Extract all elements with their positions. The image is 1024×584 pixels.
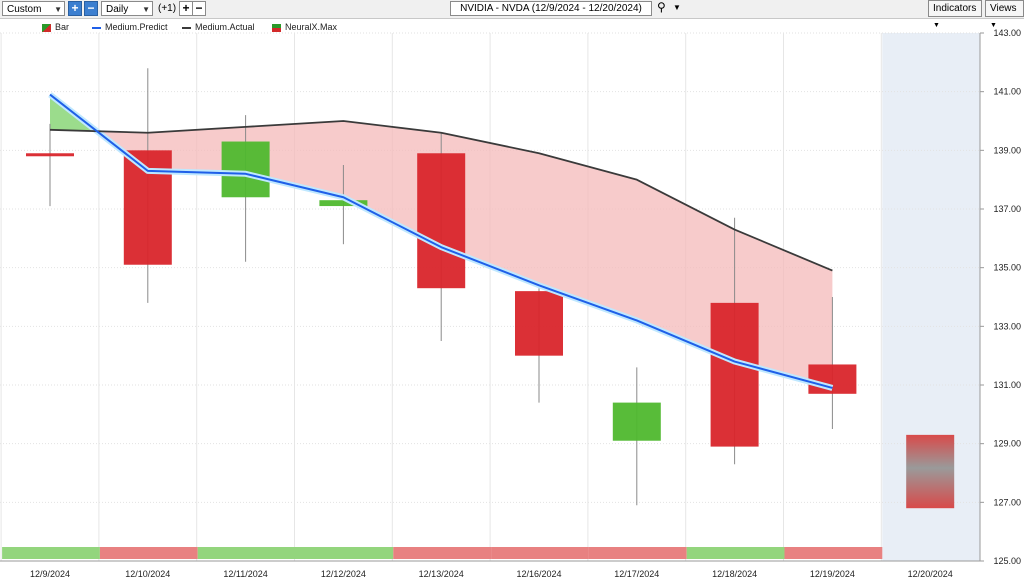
signal-segment: [99, 547, 198, 559]
plus-icon: +: [182, 1, 190, 15]
period-select-value: Daily: [106, 4, 129, 15]
x-tick-label: 12/20/2024: [908, 569, 953, 579]
x-tick-label: 12/16/2024: [516, 569, 561, 579]
legend-label: Medium.Predict: [105, 22, 168, 32]
candle-body: [26, 153, 74, 157]
x-tick-label: 12/9/2024: [30, 569, 70, 579]
candle-body: [221, 141, 270, 198]
signal-segment: [2, 547, 100, 559]
x-tick-label: 12/10/2024: [125, 569, 170, 579]
x-tick-label: 12/12/2024: [321, 569, 366, 579]
chevron-down-icon: ▼: [142, 5, 150, 14]
plus-icon: +: [71, 1, 79, 15]
signal-segment: [197, 547, 296, 559]
signal-segment: [588, 547, 687, 559]
y-tick-label: 133.00: [993, 321, 1021, 331]
legend-swatch: [272, 23, 281, 32]
x-tick-label: 12/13/2024: [419, 569, 464, 579]
y-tick-label: 125.00: [993, 556, 1021, 566]
medium-actual-line: [49, 120, 833, 272]
candle-body: [710, 302, 759, 447]
signal-segment: [295, 547, 394, 559]
chevron-down-icon: ▼: [990, 22, 997, 29]
period-select[interactable]: Daily ▼: [101, 1, 153, 16]
remove-button[interactable]: −: [84, 1, 98, 16]
x-tick-label: 12/18/2024: [712, 569, 757, 579]
indicators-label: Indicators: [933, 3, 977, 14]
forecast-box: [906, 434, 955, 509]
candle-body: [319, 200, 368, 207]
offset-increase-button[interactable]: +: [179, 1, 193, 16]
y-tick-label: 127.00: [993, 497, 1021, 507]
y-tick-label: 139.00: [993, 145, 1021, 155]
layout-select-value: Custom: [7, 4, 42, 15]
indicators-button[interactable]: Indicators ▼: [928, 0, 982, 29]
legend-item: NeuralX.Max: [272, 22, 337, 32]
views-button[interactable]: Views ▼: [985, 0, 1024, 29]
medium-predict-line: [49, 93, 833, 389]
minus-icon: −: [195, 1, 203, 15]
signal-segment: [784, 547, 883, 559]
legend-item: Medium.Actual: [182, 22, 255, 32]
y-tick-label: 135.00: [993, 263, 1021, 273]
symbol-title[interactable]: NVIDIA - NVDA (12/9/2024 - 12/20/2024): [450, 1, 652, 16]
signal-segment: [686, 547, 785, 559]
legend-item: Bar: [42, 22, 69, 32]
signal-segment: [491, 547, 589, 559]
candle-body: [612, 402, 661, 441]
chevron-down-icon: ▼: [933, 22, 940, 29]
add-button[interactable]: +: [68, 1, 82, 16]
x-tick-label: 12/19/2024: [810, 569, 855, 579]
y-tick-label: 129.00: [993, 439, 1021, 449]
y-tick-label: 141.00: [993, 87, 1021, 97]
legend-swatch: [92, 26, 101, 29]
chevron-down-icon: ▼: [54, 5, 62, 14]
legend-label: NeuralX.Max: [285, 22, 338, 32]
price-chart[interactable]: 125.00 127.00 129.00 131.00 133.00 135.00 137.…: [0, 19, 1024, 584]
minus-icon: −: [87, 1, 95, 15]
candle-body: [515, 291, 563, 356]
legend-label: Medium.Actual: [195, 22, 255, 32]
candle-body: [808, 364, 857, 394]
candle-body: [417, 153, 466, 289]
offset-decrease-button[interactable]: −: [192, 1, 206, 16]
x-tick-label: 12/17/2024: [614, 569, 659, 579]
search-icon[interactable]: ⚲: [657, 0, 666, 14]
legend-label: Bar: [55, 22, 70, 32]
legend-swatch: [42, 23, 51, 32]
y-tick-label: 137.00: [993, 204, 1021, 214]
x-tick-label: 12/11/2024: [223, 569, 267, 579]
views-label: Views: [990, 3, 1017, 14]
offset-label: (+1): [158, 3, 177, 14]
toolbar: Custom ▼ + − Daily ▼ (+1) + − NVIDIA - N…: [0, 0, 1024, 29]
y-tick-label: 131.00: [993, 380, 1021, 390]
signal-segment: [393, 547, 492, 559]
y-tick-label: 143.00: [993, 28, 1021, 38]
chevron-down-icon[interactable]: ▼: [673, 3, 681, 12]
legend-swatch: [182, 26, 191, 29]
legend-item: Medium.Predict: [92, 22, 168, 32]
layout-select[interactable]: Custom ▼: [2, 1, 65, 16]
